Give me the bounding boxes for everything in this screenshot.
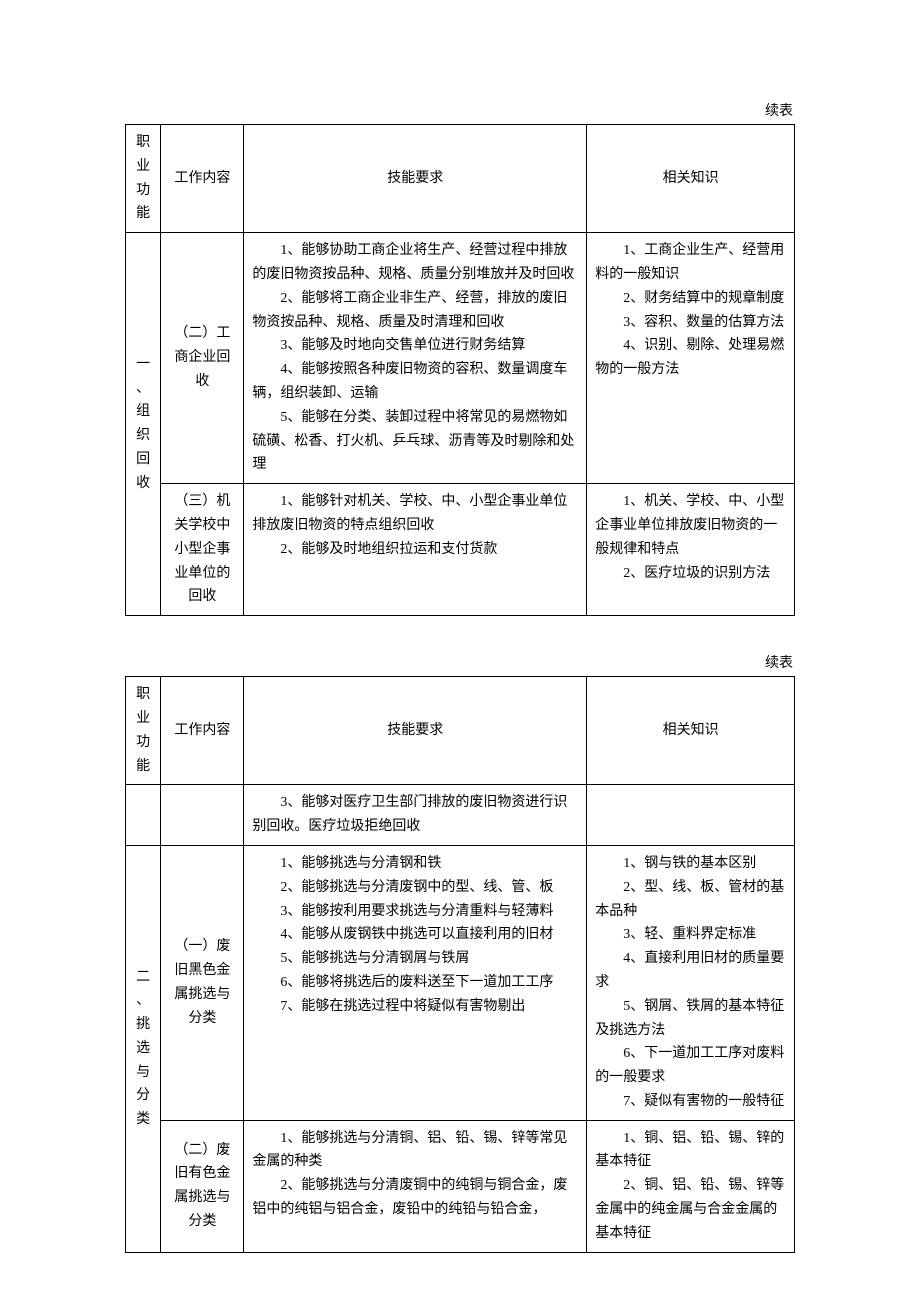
work-cell: （二）工商企业回收 (161, 233, 244, 484)
table-row: （二）废旧有色金属挑选与分类 1、能够挑选与分清铜、铝、铅、锡、锌等常见金属的种… (126, 1120, 795, 1252)
table-row: （三）机关学校中小型企事业单位的回收 1、能够针对机关、学校、中、小型企事业单位… (126, 484, 795, 616)
know-cell: 1、工商企业生产、经营用料的一般知识 2、财务结算中的规章制度 3、容积、数量的… (587, 233, 795, 484)
skill-cell: 1、能够针对机关、学校、中、小型企事业单位排放废旧物资的特点组织回收 2、能够及… (244, 484, 587, 616)
table-header-row: 职业功能 工作内容 技能要求 相关知识 (126, 677, 795, 785)
work-cell: （二）废旧有色金属挑选与分类 (161, 1120, 244, 1252)
skill-cell: 1、能够协助工商企业将生产、经营过程中排放的废旧物资按品种、规格、质量分别堆放并… (244, 233, 587, 484)
know-cell-empty (587, 785, 795, 846)
continued-label-1: 续表 (125, 100, 795, 120)
func-text-2: 二、挑选与分类 (136, 966, 150, 1133)
skill-cell-carryover: 3、能够对医疗卫生部门排放的废旧物资进行识别回收。医疗垃圾拒绝回收 (244, 785, 587, 846)
skills-table-1: 职业功能 工作内容 技能要求 相关知识 一、组织回收 （二）工商企业回收 1、能… (125, 124, 795, 616)
work-cell-empty (161, 785, 244, 846)
col-header-func: 职业功能 (126, 125, 161, 233)
skill-cell: 1、能够挑选与分清铜、铝、铅、锡、锌等常见金属的种类 2、能够挑选与分清废铜中的… (244, 1120, 587, 1252)
func-text-1: 一、组织回收 (136, 353, 150, 496)
table-row: 二、挑选与分类 （一）废旧黑色金属挑选与分类 1、能够挑选与分清钢和铁 2、能够… (126, 845, 795, 1120)
work-cell: （一）废旧黑色金属挑选与分类 (161, 845, 244, 1120)
col-header-func: 职业功能 (126, 677, 161, 785)
know-cell: 1、铜、铝、铅、锡、锌的基本特征 2、铜、铝、铅、锡、锌等金属中的纯金属与合金金… (587, 1120, 795, 1252)
func-cell-empty (126, 785, 161, 846)
col-header-work: 工作内容 (161, 125, 244, 233)
func-cell-1: 一、组织回收 (126, 233, 161, 616)
table-header-row: 职业功能 工作内容 技能要求 相关知识 (126, 125, 795, 233)
work-cell: （三）机关学校中小型企事业单位的回收 (161, 484, 244, 616)
col-header-know: 相关知识 (587, 677, 795, 785)
col-header-know: 相关知识 (587, 125, 795, 233)
continued-label-2: 续表 (125, 652, 795, 672)
col-header-skill: 技能要求 (244, 125, 587, 233)
skills-table-2: 职业功能 工作内容 技能要求 相关知识 3、能够对医疗卫生部门排放的废旧物资进行… (125, 676, 795, 1253)
know-cell: 1、钢与铁的基本区别 2、型、线、板、管材的基本品种 3、轻、重料界定标准 4、… (587, 845, 795, 1120)
table-row: 一、组织回收 （二）工商企业回收 1、能够协助工商企业将生产、经营过程中排放的废… (126, 233, 795, 484)
func-cell-2: 二、挑选与分类 (126, 845, 161, 1252)
col-header-work: 工作内容 (161, 677, 244, 785)
skill-cell: 1、能够挑选与分清钢和铁 2、能够挑选与分清废钢中的型、线、管、板 3、能够按利… (244, 845, 587, 1120)
table-row-carryover: 3、能够对医疗卫生部门排放的废旧物资进行识别回收。医疗垃圾拒绝回收 (126, 785, 795, 846)
know-cell: 1、机关、学校、中、小型企事业单位排放废旧物资的一般规律和特点 2、医疗垃圾的识… (587, 484, 795, 616)
col-header-skill: 技能要求 (244, 677, 587, 785)
